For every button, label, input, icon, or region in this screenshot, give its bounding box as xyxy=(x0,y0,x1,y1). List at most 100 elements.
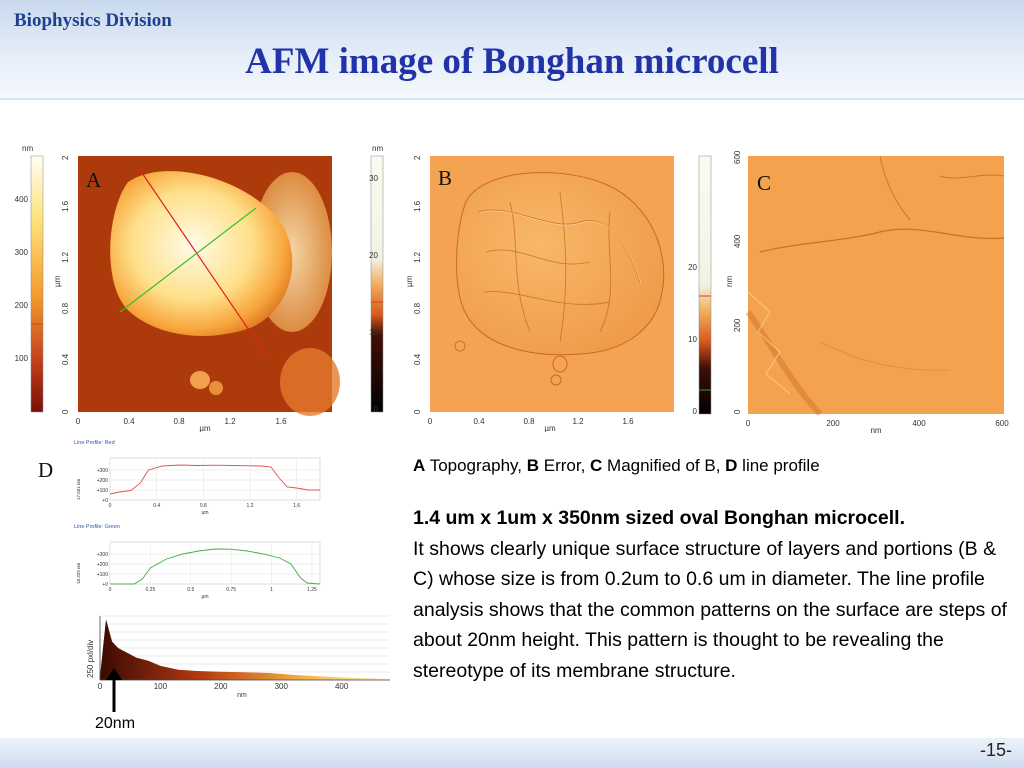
histogram-chart: 0 100 200 300 400 nm 250 pxl/div xyxy=(86,615,390,699)
y-tick-label: +100 xyxy=(97,488,108,494)
svg-text:0.8: 0.8 xyxy=(523,417,535,426)
y-axis-label: 18.329 nm xyxy=(76,562,81,584)
colorbar-tick: 10 xyxy=(688,335,697,344)
svg-text:1.2: 1.2 xyxy=(413,251,422,263)
x-tick-label: 0.25 xyxy=(146,587,156,593)
description-lead: 1.4 um x 1um x 350nm sized oval Bonghan … xyxy=(413,507,906,529)
colorbar-unit-a: nm xyxy=(22,144,33,153)
profile-line-red xyxy=(139,169,269,359)
footer-band xyxy=(0,738,1024,768)
y-tick-label: +300 xyxy=(97,468,108,474)
y-tick-label: +100 xyxy=(97,572,108,578)
caption-letter: D xyxy=(725,456,738,475)
svg-text:0: 0 xyxy=(76,417,81,426)
caption-text: Magnified of B, xyxy=(602,456,726,475)
colorbar-tick: 20 xyxy=(369,251,378,260)
x-tick-label: 0.75 xyxy=(226,587,236,593)
x-tick-label: 1 xyxy=(270,587,273,593)
svg-text:1.6: 1.6 xyxy=(275,417,287,426)
y-axis-label: 250 pxl/div xyxy=(86,640,95,678)
x-ticks-c: 0 200 400 600 nm xyxy=(746,419,1009,434)
x-tick-label: 0.4 xyxy=(153,503,160,509)
colorbar-tick: 0 xyxy=(693,407,698,416)
svg-text:0.4: 0.4 xyxy=(473,417,485,426)
svg-text:µm: µm xyxy=(53,275,62,287)
svg-text:0: 0 xyxy=(413,409,422,414)
chart-title: Line Profile: Red xyxy=(74,440,115,446)
svg-text:0: 0 xyxy=(733,409,742,414)
svg-text:1.2: 1.2 xyxy=(572,417,584,426)
svg-text:0.4: 0.4 xyxy=(413,353,422,365)
x-tick-label: 1.6 xyxy=(293,503,300,509)
svg-text:0: 0 xyxy=(61,409,70,414)
svg-text:1.2: 1.2 xyxy=(224,417,236,426)
svg-text:1.6: 1.6 xyxy=(61,200,70,212)
svg-text:nm: nm xyxy=(870,426,881,434)
x-tick-label: 0 xyxy=(109,503,112,509)
x-axis-label: µm xyxy=(201,510,208,514)
svg-text:400: 400 xyxy=(733,234,742,248)
x-tick-label: 100 xyxy=(154,682,168,691)
svg-text:600: 600 xyxy=(995,419,1009,428)
colorbar-tick: 400 xyxy=(15,195,29,204)
x-tick-label: 0.5 xyxy=(187,587,194,593)
svg-text:400: 400 xyxy=(912,419,926,428)
svg-text:0.8: 0.8 xyxy=(413,302,422,314)
afm-image-c xyxy=(745,155,1005,417)
afm-image-a xyxy=(78,156,340,416)
plot-frame xyxy=(109,457,321,501)
panel-label-b: B xyxy=(438,166,453,190)
svg-text:1.2: 1.2 xyxy=(61,251,70,263)
x-tick-label: 400 xyxy=(335,682,349,691)
svg-text:0: 0 xyxy=(746,419,751,428)
svg-text:µm: µm xyxy=(544,424,556,432)
svg-text:200: 200 xyxy=(733,318,742,332)
x-tick-label: 200 xyxy=(214,682,228,691)
profile-line-green xyxy=(119,207,257,313)
colorbar-tick: 20 xyxy=(688,263,697,272)
svg-text:200: 200 xyxy=(826,419,840,428)
svg-text:0: 0 xyxy=(428,417,433,426)
description-body: It shows clearly unique surface structur… xyxy=(413,537,1007,682)
afm-panel-c: 20 10 0 nm 600 400 200 0 nm 0 200 400 60… xyxy=(688,150,1009,434)
colorbar-a xyxy=(30,155,44,413)
x-tick-label: 1.25 xyxy=(307,587,317,593)
page-title: AFM image of Bonghan microcell xyxy=(245,41,779,82)
x-tick-label: 1.2 xyxy=(247,503,254,509)
svg-text:µm: µm xyxy=(199,424,211,432)
chart-title: Line Profile: Green xyxy=(74,524,120,530)
colorbar-tick: 30 xyxy=(369,174,378,183)
caption-text: Topography, xyxy=(425,456,527,475)
caption-letter: B xyxy=(526,456,540,475)
afm-panel-b: nm 30 20 10 0 2 1.6 1.2 0.8 0.4 0 µm 0 0… xyxy=(369,144,674,432)
colorbar-b xyxy=(370,155,384,413)
svg-text:0.4: 0.4 xyxy=(61,353,70,365)
afm-image-b xyxy=(430,156,674,412)
step-height-annotation: 20nm xyxy=(95,715,136,732)
x-tick-label: 0 xyxy=(98,682,103,691)
line-profile-green-chart: Line Profile: Green +300 +200 +100 +00 0.25 0.… xyxy=(74,524,321,600)
histogram-area xyxy=(100,619,390,680)
line-profile-red-chart: Line Profile: Red +300 +200 +100 +00 0.4 0.8 1.… xyxy=(74,440,321,514)
y-ticks-a: 2 1.6 1.2 0.8 0.4 0 µm xyxy=(53,155,70,414)
svg-text:2: 2 xyxy=(61,155,70,160)
x-ticks-b: 0 0.4 0.8 1.2 1.6 µm xyxy=(428,417,634,432)
x-ticks-a: 0 0.4 0.8 1.2 1.6 µm xyxy=(76,417,287,432)
y-tick-label: +200 xyxy=(97,478,108,484)
colorbar-tick: 100 xyxy=(15,354,29,363)
x-axis-label: nm xyxy=(237,692,247,699)
caption-text: line profile xyxy=(737,456,820,475)
series-line xyxy=(109,464,320,495)
series-line xyxy=(110,548,321,585)
colorbar-c xyxy=(698,155,712,415)
caption-letter: C xyxy=(590,456,603,475)
figure-caption: A Topography, B Error, C Magnified of B,… xyxy=(413,456,1018,476)
svg-text:1.6: 1.6 xyxy=(622,417,634,426)
panel-label-a: A xyxy=(86,168,102,192)
colorbar-tick: 300 xyxy=(15,248,29,257)
svg-text:600: 600 xyxy=(733,150,742,164)
x-axis-label: µm xyxy=(201,594,208,600)
colorbar-unit-b: nm xyxy=(372,144,383,153)
caption-text: Error, xyxy=(539,456,591,475)
x-tick-label: 0.8 xyxy=(200,503,207,509)
